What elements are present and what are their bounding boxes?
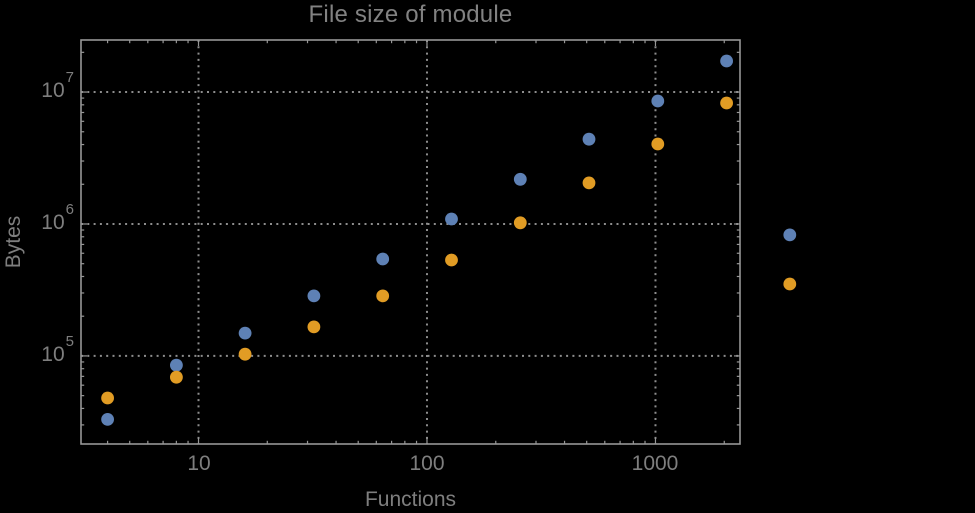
data-point-series-blue xyxy=(582,132,596,146)
x-tick-label: 10 xyxy=(187,452,211,475)
x-tick-label: 1000 xyxy=(631,452,679,475)
data-point-series-orange xyxy=(582,176,596,190)
y-axis-label: Bytes xyxy=(2,215,25,269)
chart-title: File size of module xyxy=(308,1,513,28)
data-point-series-blue xyxy=(170,358,183,372)
data-point-series-orange xyxy=(513,216,527,230)
plot-frame xyxy=(80,39,741,445)
x-tick-label: 100 xyxy=(409,452,445,475)
data-point-series-blue xyxy=(783,228,797,242)
data-point-series-blue xyxy=(238,326,252,340)
data-point-series-orange xyxy=(651,137,665,151)
y-tick-label: 106 xyxy=(41,201,74,234)
data-point-series-orange xyxy=(170,370,183,384)
data-point-series-orange xyxy=(720,96,733,110)
data-point-series-orange xyxy=(445,253,458,267)
data-point-series-orange xyxy=(307,320,321,334)
data-point-series-blue xyxy=(513,172,527,186)
data-point-series-blue xyxy=(101,413,114,426)
data-point-series-orange xyxy=(101,391,114,405)
data-point-series-orange xyxy=(783,277,797,291)
y-tick-label: 107 xyxy=(41,69,74,102)
data-point-series-blue xyxy=(307,289,321,303)
y-tick-label: 105 xyxy=(41,333,74,366)
data-point-series-orange xyxy=(376,289,390,303)
data-point-series-blue xyxy=(445,212,458,226)
data-point-series-blue xyxy=(376,252,390,266)
x-axis-label: Functions xyxy=(364,488,457,511)
data-point-series-orange xyxy=(238,347,252,361)
data-point-series-blue xyxy=(651,94,665,108)
data-point-series-blue xyxy=(720,54,733,68)
